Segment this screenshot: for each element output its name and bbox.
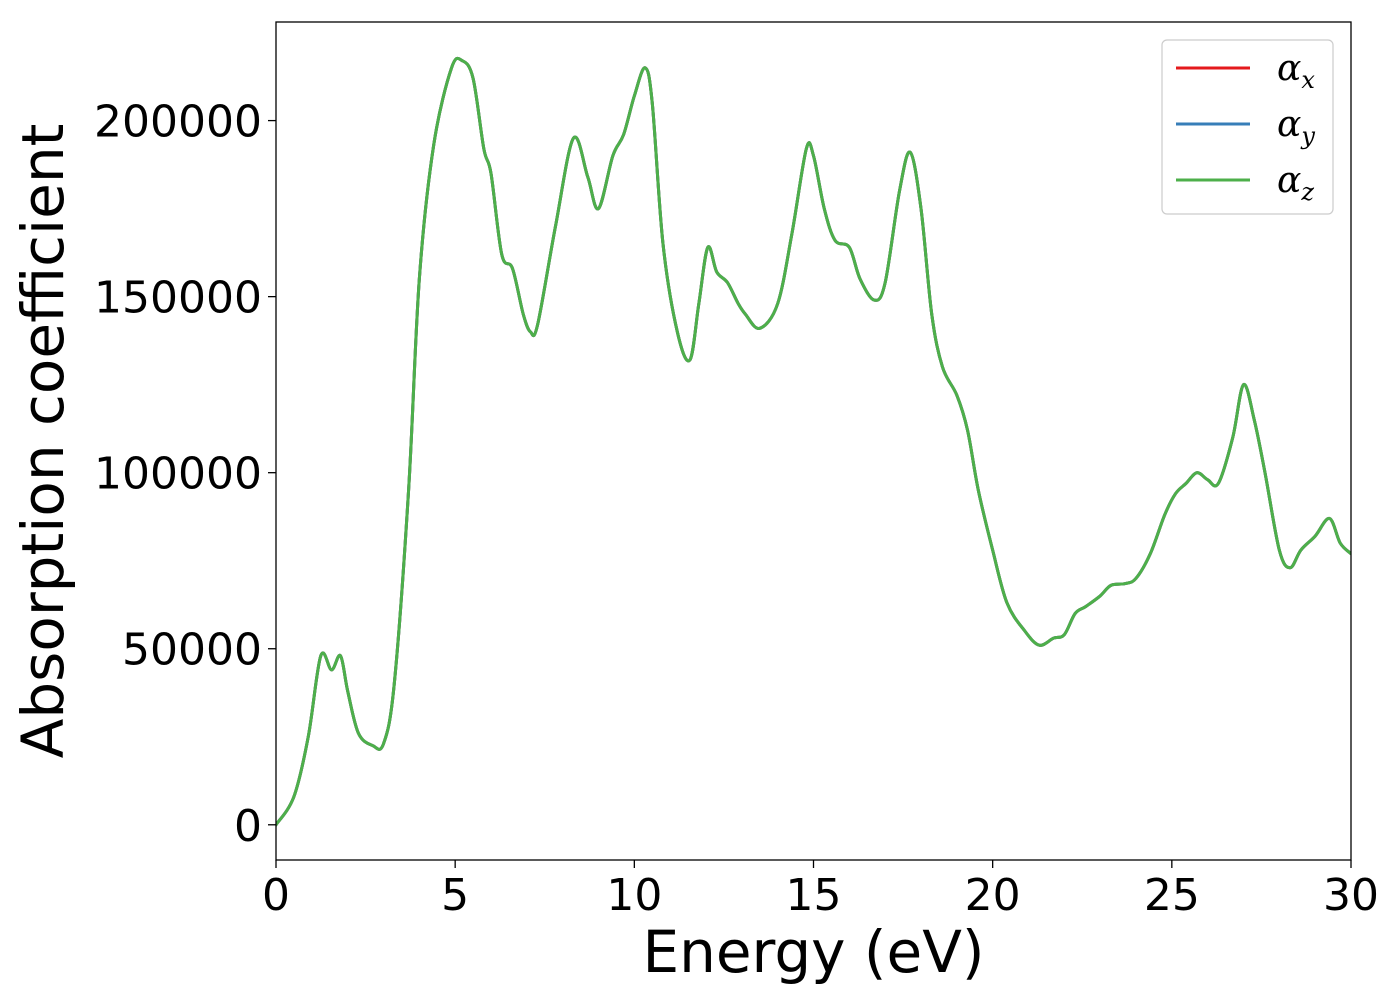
x-tick-label: 15 xyxy=(786,870,842,921)
x-tick-label: 0 xyxy=(262,870,290,921)
y-tick-label: 50000 xyxy=(122,625,262,676)
series-line-z xyxy=(276,56,1351,827)
legend-label-y: αy xyxy=(1277,104,1315,150)
x-tick-label: 30 xyxy=(1323,870,1379,921)
legend: αx αy αz xyxy=(1161,39,1334,215)
y-axis-label: Absorption coefficient xyxy=(9,124,77,759)
x-tick-label: 25 xyxy=(1144,870,1200,921)
y-tick-label: 100000 xyxy=(94,449,262,500)
y-axis-ticks: 0 50000 100000 150000 200000 xyxy=(94,97,276,852)
x-tick-label: 5 xyxy=(441,870,469,921)
legend-box xyxy=(1161,39,1334,215)
x-tick-label: 20 xyxy=(965,870,1021,921)
legend-label-x: αx xyxy=(1277,48,1315,94)
plot-lines xyxy=(276,56,1351,827)
y-tick-label: 150000 xyxy=(94,273,262,324)
y-tick-label: 200000 xyxy=(94,97,262,148)
x-tick-label: 10 xyxy=(606,870,662,921)
y-tick-label: 0 xyxy=(234,801,262,852)
x-axis-ticks: 0 5 10 15 20 25 30 xyxy=(262,860,1379,921)
legend-label-z: αz xyxy=(1277,160,1314,206)
x-axis-label: Energy (eV) xyxy=(642,918,984,986)
